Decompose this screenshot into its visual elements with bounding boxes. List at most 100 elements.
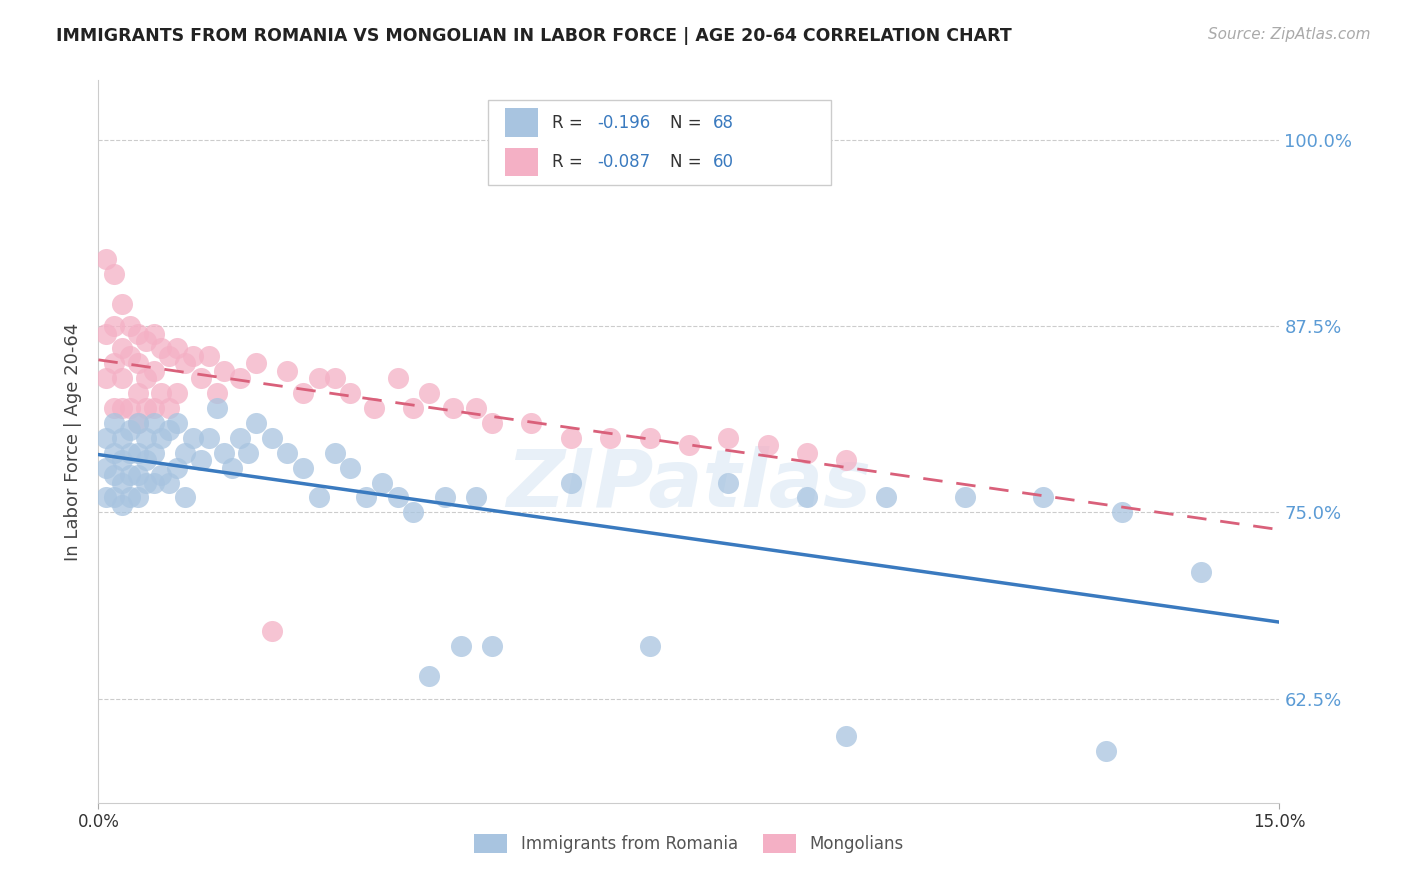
Point: [96, 431, 118, 445]
Point: [835, 729, 858, 743]
Point: [150, 386, 173, 401]
Point: [678, 438, 700, 452]
Point: [717, 431, 740, 445]
Point: [174, 491, 197, 505]
Point: [756, 438, 779, 452]
Point: [127, 446, 149, 460]
Point: [111, 297, 134, 311]
Point: [214, 446, 236, 460]
Point: [339, 386, 361, 401]
Point: [190, 453, 212, 467]
Point: [166, 342, 188, 356]
Point: [229, 431, 252, 445]
Point: [157, 475, 180, 490]
Point: [127, 416, 149, 430]
Point: [118, 468, 141, 483]
Point: [142, 446, 165, 460]
Point: [96, 252, 118, 266]
FancyBboxPatch shape: [505, 108, 537, 137]
Point: [127, 491, 149, 505]
Point: [157, 423, 180, 437]
Text: -0.196: -0.196: [596, 114, 650, 132]
Point: [402, 505, 425, 519]
Point: [481, 640, 503, 654]
Point: [142, 475, 165, 490]
Point: [127, 326, 149, 341]
Point: [103, 491, 125, 505]
Point: [418, 669, 440, 683]
Point: [135, 334, 157, 348]
Point: [118, 349, 141, 363]
Point: [520, 416, 543, 430]
Point: [835, 453, 858, 467]
Point: [796, 446, 818, 460]
Point: [111, 498, 134, 512]
Point: [260, 431, 283, 445]
Point: [197, 431, 219, 445]
Point: [717, 475, 740, 490]
Point: [181, 431, 204, 445]
Point: [402, 401, 425, 415]
Point: [174, 446, 197, 460]
Point: [118, 446, 141, 460]
Point: [111, 475, 134, 490]
Point: [150, 431, 173, 445]
Point: [142, 326, 165, 341]
Point: [245, 416, 267, 430]
Point: [387, 371, 409, 385]
Point: [127, 356, 149, 370]
Point: [135, 401, 157, 415]
Point: [150, 468, 173, 483]
Point: [260, 624, 283, 639]
Point: [953, 491, 976, 505]
Text: R =: R =: [553, 114, 588, 132]
Point: [276, 364, 298, 378]
Point: [560, 475, 582, 490]
Point: [190, 371, 212, 385]
Point: [111, 371, 134, 385]
Point: [450, 640, 472, 654]
Point: [142, 364, 165, 378]
Point: [599, 431, 621, 445]
Point: [150, 342, 173, 356]
Point: [354, 491, 377, 505]
Y-axis label: In Labor Force | Age 20-64: In Labor Force | Age 20-64: [63, 322, 82, 561]
Point: [560, 431, 582, 445]
Point: [181, 349, 204, 363]
Point: [142, 401, 165, 415]
Point: [371, 475, 394, 490]
Point: [229, 371, 252, 385]
Point: [292, 460, 315, 475]
FancyBboxPatch shape: [488, 100, 831, 185]
Point: [103, 267, 125, 281]
Point: [1032, 491, 1054, 505]
Point: [292, 386, 315, 401]
Text: ZIPatlas: ZIPatlas: [506, 446, 872, 524]
Text: N =: N =: [671, 153, 707, 171]
Legend: Immigrants from Romania, Mongolians: Immigrants from Romania, Mongolians: [467, 827, 911, 860]
Text: N =: N =: [671, 114, 707, 132]
Point: [103, 401, 125, 415]
Point: [796, 491, 818, 505]
Point: [157, 401, 180, 415]
Point: [875, 491, 897, 505]
Point: [135, 371, 157, 385]
Point: [308, 371, 330, 385]
Point: [103, 416, 125, 430]
Point: [135, 453, 157, 467]
Text: 60: 60: [713, 153, 734, 171]
Point: [96, 460, 118, 475]
Point: [103, 468, 125, 483]
Point: [96, 491, 118, 505]
Point: [166, 460, 188, 475]
Point: [135, 431, 157, 445]
Point: [221, 460, 243, 475]
Point: [363, 401, 385, 415]
Point: [166, 416, 188, 430]
Text: R =: R =: [553, 153, 588, 171]
Point: [214, 364, 236, 378]
Point: [166, 386, 188, 401]
Point: [118, 423, 141, 437]
Text: 68: 68: [713, 114, 734, 132]
Point: [339, 460, 361, 475]
